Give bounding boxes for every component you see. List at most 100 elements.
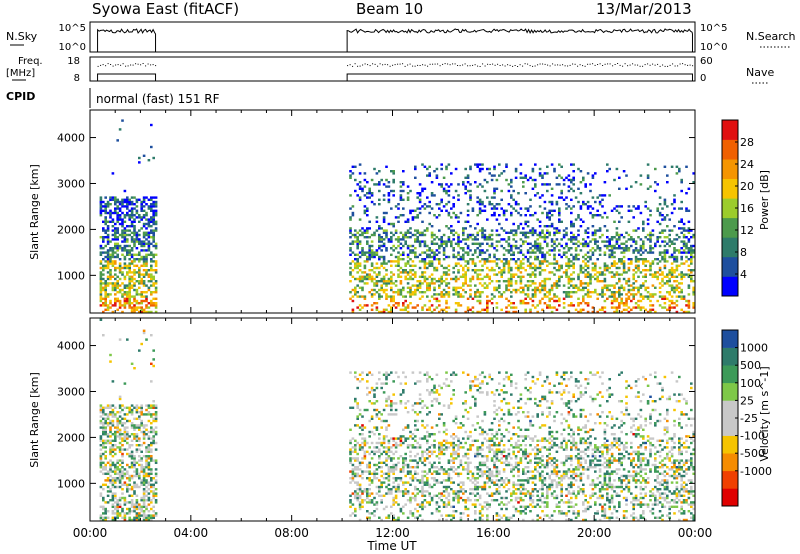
power-cell [147,198,151,201]
velocity-cell [154,481,158,484]
power-cell [565,244,568,248]
power-cell [394,238,398,241]
power-cell [596,240,599,243]
power-cell [500,189,503,193]
power-cell [630,244,633,248]
power-cell [375,249,379,252]
power-cell [586,260,590,263]
power-cell [543,183,547,186]
power-cell [150,273,153,276]
velocity-cell [399,490,403,493]
power-cell [109,240,112,243]
nave-point [462,64,464,66]
power-cell [692,255,695,259]
velocity-cell [349,371,352,374]
power-cell [534,163,537,166]
power-cell [560,176,563,179]
velocity-cell [147,472,151,475]
power-cell [133,196,136,199]
velocity-cell [147,446,151,449]
velocity-cell [150,430,153,434]
power-cell [649,185,652,188]
power-cell [670,266,674,270]
velocity-cell [354,400,357,403]
power-cell [402,214,405,217]
power-cell [680,271,683,274]
power-cell [378,293,381,296]
power-cell [514,280,518,283]
velocity-cell [361,461,364,464]
nsky-strip: N.Sky 10^5 10^0 10^5 10^0 N.Search [6,21,796,53]
power-cell [642,227,645,230]
power-cell [464,280,467,283]
velocity-cell [109,463,112,467]
velocity-cell [382,446,386,449]
power-cell [558,214,561,217]
power-cell [651,295,655,298]
power-cell [123,299,127,303]
power-cell [505,240,508,243]
power-cell [128,304,131,307]
power-cell [406,262,410,265]
power-cell [450,172,453,175]
power-cell [423,271,427,274]
power-cell [646,238,650,241]
power-cell [135,247,139,250]
power-cell [663,198,667,201]
power-cell [382,262,386,265]
velocity-cell [375,472,379,475]
power-cell [121,288,124,292]
power-cell [642,275,645,278]
power-cell [514,247,518,250]
power-cell [579,288,583,292]
power-cell [154,271,158,274]
power-cell [147,244,151,248]
nave-point [514,65,516,66]
power-cell [454,216,458,219]
power-cell [514,209,518,212]
velocity-cell [358,413,362,416]
power-cell [670,229,674,232]
power-cell [114,277,117,281]
power-cell [385,308,388,311]
power-cell [402,207,405,210]
velocity-cell [152,419,155,423]
power-cell [613,275,616,278]
power-cell [476,222,479,226]
power-cell [433,238,436,241]
power-cell [399,238,403,241]
velocity-cell [140,411,143,414]
power-cell [118,233,122,237]
power-cell [553,167,556,171]
power-cell [670,271,674,274]
power-cell [663,249,667,252]
nave-point [447,63,449,65]
velocity-cell [380,386,383,390]
power-cell [399,271,403,274]
power-cell [675,172,679,175]
power-cell [445,244,448,248]
power-cell [370,178,374,182]
power-cell [394,260,398,263]
velocity-cell [109,499,112,502]
power-cell [486,236,489,239]
power-cell [459,286,463,289]
velocity-cell [142,490,146,493]
velocity-cell [378,378,381,381]
power-cell [114,282,117,285]
power-cell [99,288,103,292]
velocity-cell [128,479,131,482]
power-cell [658,251,662,254]
power-cell [493,174,496,177]
nave-point [437,63,439,65]
power-cell [603,286,607,289]
power-cell [130,196,134,199]
power-cell [548,218,551,221]
power-cell [457,262,460,265]
power-cell [416,304,419,307]
power-cell [433,251,436,254]
power-cell [598,280,602,283]
power-cell [579,266,583,270]
power-cell [406,236,410,239]
power-cell [500,269,503,272]
